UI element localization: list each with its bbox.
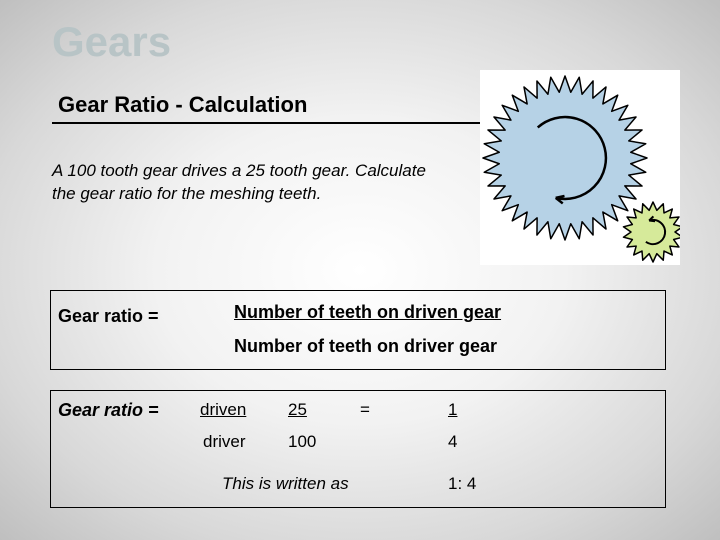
calc-final: 1: 4 bbox=[448, 474, 476, 494]
formula-numerator: Number of teeth on driven gear bbox=[234, 302, 501, 323]
calc-written-as: This is written as bbox=[222, 474, 349, 494]
formula-label: Gear ratio = bbox=[58, 306, 159, 327]
gears-diagram bbox=[480, 70, 680, 265]
calc-label: Gear ratio = bbox=[58, 400, 159, 421]
calc-frac3-bot: 4 bbox=[448, 432, 457, 452]
calc-frac1-bot: driver bbox=[203, 432, 246, 452]
page-title: Gears bbox=[52, 18, 171, 66]
calc-equals: = bbox=[360, 400, 370, 420]
calc-frac2-top: 25 bbox=[288, 400, 307, 420]
calc-frac3-top: 1 bbox=[448, 400, 457, 420]
formula-denominator: Number of teeth on driver gear bbox=[234, 336, 497, 357]
calc-frac1-top: driven bbox=[200, 400, 246, 420]
subtitle: Gear Ratio - Calculation bbox=[58, 92, 307, 118]
problem-statement: A 100 tooth gear drives a 25 tooth gear.… bbox=[52, 160, 432, 206]
calc-frac2-bot: 100 bbox=[288, 432, 316, 452]
